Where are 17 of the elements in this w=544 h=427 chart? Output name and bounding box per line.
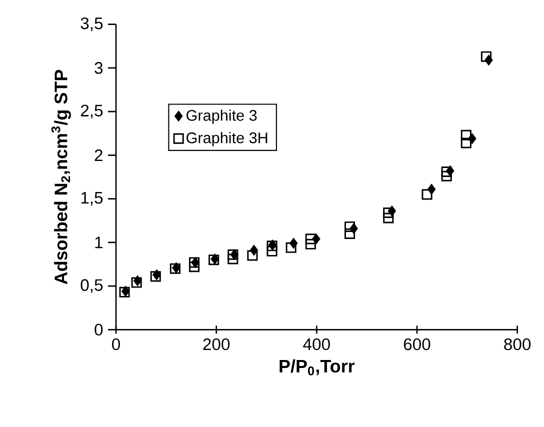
- text: P/P$_{0}$,Torr: [280, 359, 355, 376]
- y-tick-label: 0: [94, 324, 103, 336]
- y-tick-label: 0,5: [80, 279, 103, 293]
- legend-label: Graphite 3H: [186, 132, 268, 146]
- y-tick-label: 3: [94, 62, 103, 74]
- legend-label: Graphite 3: [186, 110, 257, 124]
- x-tick-label: 400: [303, 338, 330, 350]
- y-tick-label: 2,5: [80, 104, 103, 118]
- y-tick-label: 1,5: [81, 192, 103, 206]
- x-tick-label: 600: [404, 338, 430, 350]
- x-tick-label: 200: [203, 338, 230, 350]
- y-tick-label: 1: [95, 236, 102, 248]
- x-tick-label: 0: [112, 338, 120, 350]
- text: Adsorbed N$_{2}$,ncm$^{3}$/g STP: [51, 70, 71, 284]
- x-tick-label: 800: [504, 338, 531, 350]
- y-tick-label: 3,5: [80, 17, 103, 32]
- y-tick-label: 2: [94, 149, 102, 161]
